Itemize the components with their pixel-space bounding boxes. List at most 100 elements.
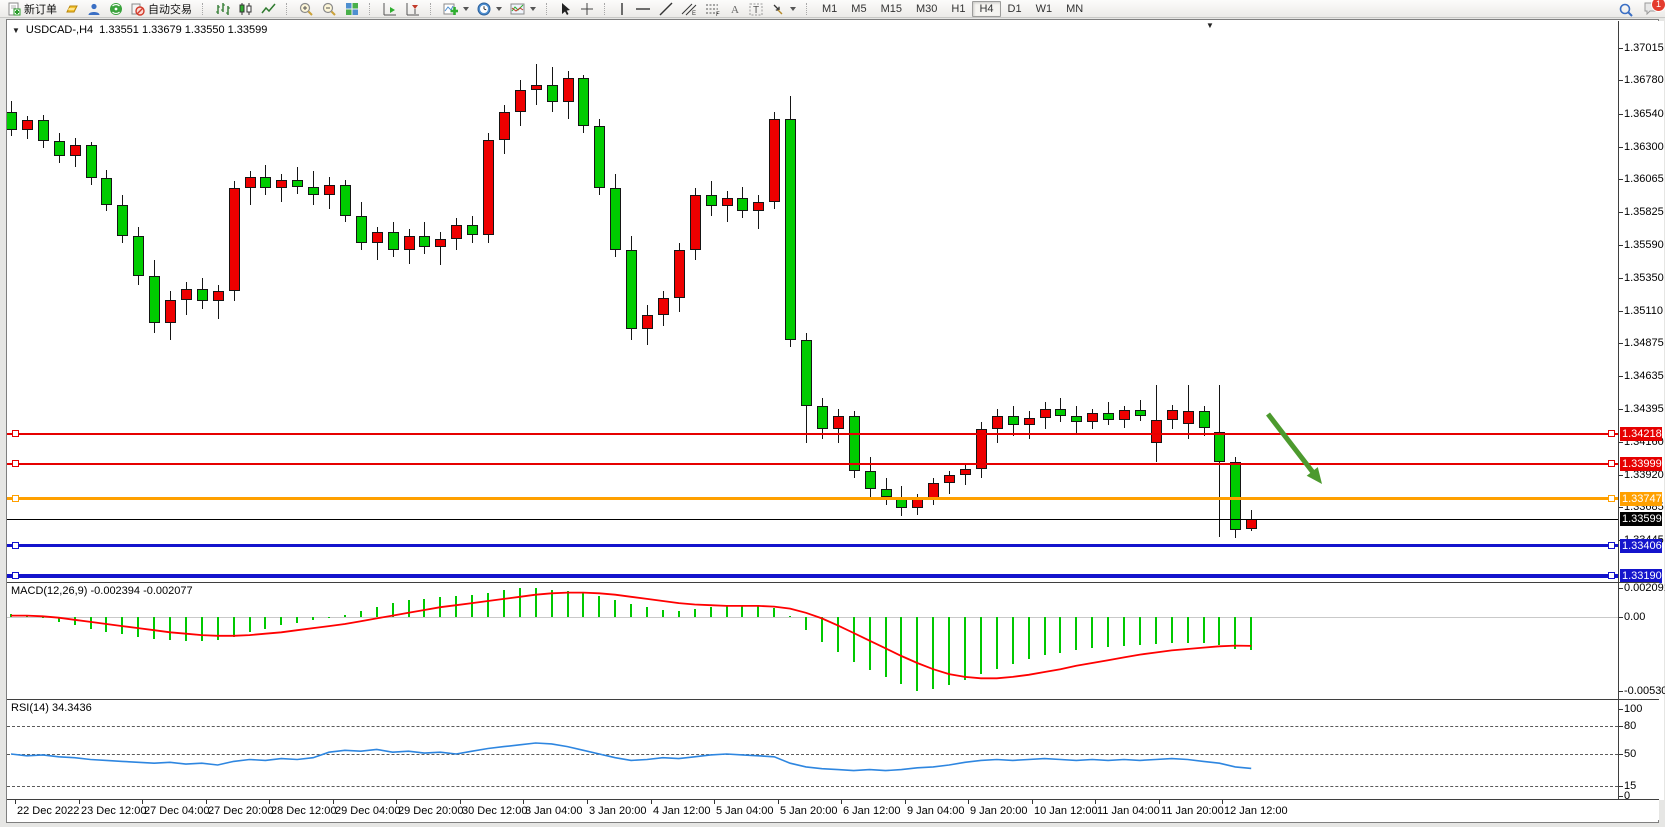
line-handle[interactable] [12, 495, 19, 503]
rsi-panel[interactable]: RSI(14) 34.3436 [7, 700, 1618, 799]
trendline-icon [659, 2, 673, 15]
macd-histogram-bar [137, 617, 139, 637]
timeframe-d1[interactable]: D1 [1007, 2, 1022, 15]
macd-signal-line [11, 591, 1252, 680]
candle-body [245, 176, 256, 188]
vertical-line-icon [621, 2, 623, 15]
auto-trading-button[interactable]: 自动交易 [127, 1, 196, 17]
bar-chart-button[interactable] [211, 1, 234, 17]
candle-body [1214, 432, 1225, 463]
panel-separator[interactable] [7, 699, 1659, 700]
templates-button[interactable] [506, 1, 540, 17]
toolbar-separator [604, 2, 609, 15]
timeframe-m30[interactable]: M30 [915, 2, 938, 15]
price-tick-label: 1.33920 [1624, 468, 1664, 481]
candle-body [1151, 419, 1162, 444]
candle-body [1040, 408, 1051, 419]
trendline-button[interactable] [655, 1, 677, 17]
line-handle[interactable] [1608, 542, 1615, 550]
horizontal-line-button[interactable] [631, 1, 655, 17]
templates-dropdown-caret[interactable] [530, 6, 536, 11]
time-axis[interactable]: 22 Dec 2022 23 Dec 12:00 27 Dec 04:00 27 De… [7, 800, 1659, 820]
indicators-button[interactable] [439, 1, 473, 17]
chart-quote: 1.33551 1.33679 1.33550 1.33599 [99, 24, 268, 36]
price-tick-mark [1619, 146, 1623, 148]
timeframe-w1[interactable]: W1 [1035, 2, 1053, 15]
text-label-button[interactable]: T [745, 1, 767, 17]
price-tick-label: 1.36540 [1624, 107, 1664, 120]
crosshair-button[interactable] [576, 1, 598, 17]
arrows-button[interactable] [767, 1, 800, 17]
vertical-line-button[interactable] [613, 1, 631, 17]
zoom-in-button[interactable] [295, 1, 318, 17]
line-handle[interactable] [1608, 430, 1615, 438]
timeframe-mn[interactable]: MN [1066, 2, 1084, 15]
indicators-dropdown-caret[interactable] [463, 6, 469, 11]
candlestick-chart-button[interactable] [234, 1, 257, 17]
line-handle[interactable] [1608, 460, 1615, 468]
horizontal-line-1.33999[interactable] [7, 462, 1618, 465]
macd-tick-label: 0.002091 [1624, 581, 1665, 594]
macd-histogram-bar [233, 617, 235, 637]
line-handle[interactable] [1608, 572, 1615, 580]
time-tick-label: 9 Jan 20:00 [970, 805, 1028, 817]
horizontal-line-1.33190[interactable] [7, 573, 1618, 578]
macd-label: MACD(12,26,9) -0.002394 -0.002077 [11, 585, 193, 597]
horizontal-line-1.34218[interactable] [7, 432, 1618, 435]
chart-shift-marker[interactable]: ▼ [1206, 21, 1214, 30]
macd-histogram-bar [662, 610, 664, 617]
panel-separator[interactable] [7, 582, 1659, 583]
fibonacci-button[interactable]: F [701, 1, 725, 17]
connection-button[interactable] [105, 1, 127, 17]
equidistant-channel-icon: E [681, 3, 697, 16]
search-icon[interactable] [1619, 3, 1633, 17]
line-handle[interactable] [1608, 495, 1615, 503]
timeframe-m15[interactable]: M15 [880, 2, 902, 15]
notifications-button[interactable]: 1 [1643, 0, 1665, 18]
macd-histogram-bar [948, 617, 950, 686]
line-chart-button[interactable] [257, 1, 280, 17]
time-tick-mark [79, 800, 80, 804]
timeframe-h1[interactable]: H1 [951, 2, 966, 15]
macd-tick-label: -0.005303 [1624, 684, 1665, 697]
time-tick-mark [1222, 800, 1223, 804]
cursor-button[interactable] [555, 1, 576, 17]
macd-zero-line [7, 617, 1618, 618]
price-tick-label: 1.34395 [1624, 403, 1664, 416]
auto-scroll-button[interactable] [378, 1, 401, 17]
text-button[interactable]: A [725, 1, 745, 17]
chart-shift-button[interactable] [401, 1, 424, 17]
candle-body [1008, 415, 1019, 426]
arrows-icon [773, 4, 783, 14]
periods-dropdown-caret[interactable] [496, 6, 502, 11]
horizontal-line-1.33747[interactable] [7, 497, 1618, 501]
window-menu-icon[interactable]: ▼ [12, 25, 20, 35]
arrows-dropdown-caret[interactable] [790, 6, 796, 11]
line-handle[interactable] [12, 572, 19, 580]
new-order-button[interactable]: 新订单 [3, 1, 61, 17]
trend-arrow-annotation[interactable] [7, 22, 1618, 582]
candle-body [435, 239, 446, 248]
line-handle[interactable] [12, 542, 19, 550]
candle-body [690, 194, 701, 251]
periods-button[interactable] [473, 1, 506, 17]
timeframe-m1[interactable]: M1 [822, 2, 838, 15]
market-button[interactable] [61, 1, 83, 17]
channel-button[interactable]: E [677, 1, 701, 17]
svg-text:A: A [731, 4, 739, 16]
horizontal-line-1.33406[interactable] [7, 544, 1618, 548]
candle-body [722, 197, 733, 206]
timeframe-m5[interactable]: M5 [851, 2, 867, 15]
toolbar-separator [806, 2, 811, 15]
auto-trading-icon [131, 3, 145, 16]
profile-button[interactable] [83, 1, 105, 17]
timeframe-h4[interactable]: H4 [972, 0, 1001, 17]
zoom-out-button[interactable] [318, 1, 341, 17]
candlestick-chart-icon [239, 2, 252, 15]
main-chart-panel[interactable] [7, 22, 1618, 582]
tile-windows-button[interactable] [341, 1, 363, 17]
line-handle[interactable] [12, 460, 19, 468]
macd-panel[interactable]: MACD(12,26,9) -0.002394 -0.002077 [7, 583, 1618, 698]
price-axis[interactable]: 1.37015 1.36780 1.36540 1.36300 1.36065 1.358… [1618, 21, 1665, 802]
line-handle[interactable] [12, 430, 19, 438]
